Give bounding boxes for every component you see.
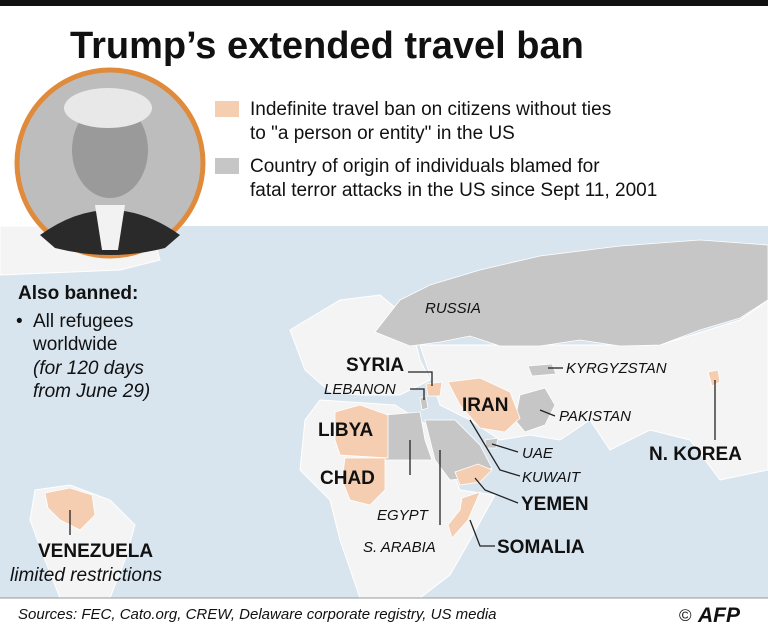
country-label: EGYPT xyxy=(377,507,430,524)
country-label: UAE xyxy=(522,445,554,462)
russia xyxy=(374,239,768,347)
kyrgyzstan xyxy=(527,363,557,377)
bullet: • xyxy=(16,311,23,332)
portrait xyxy=(14,67,206,259)
country-label: KUWAIT xyxy=(522,469,582,486)
country-label: RUSSIA xyxy=(425,300,481,317)
also-banned-heading: Also banned: xyxy=(18,283,138,304)
country-label: KYRGYZSTAN xyxy=(566,360,667,377)
legend-swatch xyxy=(215,101,239,117)
sources: Sources: FEC, Cato.org, CREW, Delaware c… xyxy=(18,606,497,623)
copyright: © xyxy=(679,606,692,625)
country-label: IRAN xyxy=(462,395,508,416)
chad xyxy=(341,457,386,506)
also-banned-item: All refugees xyxy=(33,311,133,332)
syria xyxy=(425,381,443,397)
north-korea xyxy=(707,369,721,387)
leader-line xyxy=(491,443,519,453)
portrait-hair xyxy=(64,88,152,128)
title: Trump’s extended travel ban xyxy=(70,25,584,67)
leader-lines xyxy=(69,367,716,547)
leader-line xyxy=(539,409,556,417)
venezuela-note: limited restrictions xyxy=(10,565,163,586)
leader-line xyxy=(469,419,521,477)
portrait-shirt xyxy=(95,205,125,250)
legend-text: Indefinite travel ban on citizens withou… xyxy=(250,99,611,120)
iran xyxy=(447,377,521,433)
legend-text: Country of origin of individuals blamed … xyxy=(250,156,600,177)
country-label: VENEZUELA xyxy=(38,541,153,562)
banned-shapes xyxy=(44,369,721,539)
libya xyxy=(334,404,389,459)
yemen xyxy=(454,463,493,486)
country-label: CHAD xyxy=(320,468,375,489)
legend-text: to "a person or entity" in the US xyxy=(250,123,515,144)
legend-text: fatal terror attacks in the US since Sep… xyxy=(250,180,657,201)
legend-swatch xyxy=(215,158,239,174)
leader-line xyxy=(408,371,433,386)
also-banned-note: from June 29) xyxy=(33,381,150,402)
also-banned-item: worldwide xyxy=(32,334,117,355)
country-label: N. KOREA xyxy=(649,444,742,465)
country-label: YEMEN xyxy=(521,494,589,515)
top-bar xyxy=(0,0,768,6)
leader-line xyxy=(469,519,495,547)
country-label: PAKISTAN xyxy=(559,408,631,425)
also-banned-note: (for 120 days xyxy=(33,358,144,379)
leader-line xyxy=(410,388,425,400)
venezuela xyxy=(44,487,96,531)
uae xyxy=(484,437,499,449)
country-label: SOMALIA xyxy=(497,537,585,558)
country-label: S. ARABIA xyxy=(363,539,436,556)
agency-logo: AFP xyxy=(697,604,741,627)
somalia xyxy=(447,491,481,539)
country-label: SYRIA xyxy=(346,355,404,376)
country-label: LEBANON xyxy=(324,381,396,398)
country-label: LIBYA xyxy=(318,420,374,441)
leader-line xyxy=(474,477,519,504)
